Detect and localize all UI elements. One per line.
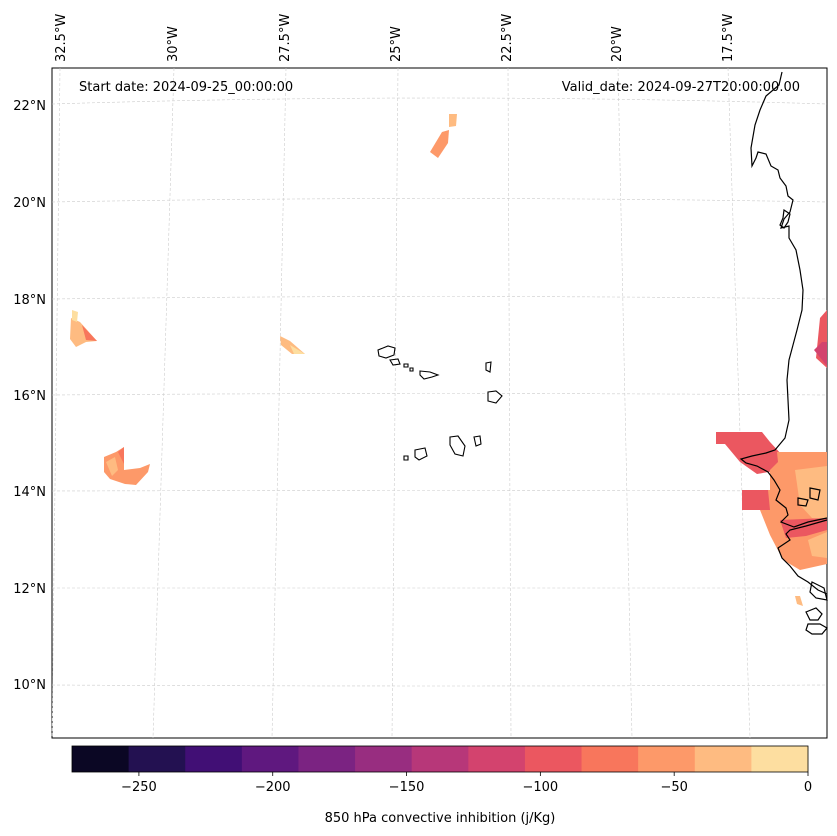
- field-patch: [290, 345, 305, 354]
- colorbar-segment: [355, 746, 413, 772]
- coastline: [739, 71, 828, 595]
- colorbar-segment: [751, 746, 809, 772]
- colorbar-segment: [298, 746, 356, 772]
- graticule: [51, 67, 828, 739]
- colorbar-segment: [581, 746, 639, 772]
- colorbar-segment: [694, 746, 752, 772]
- lon-label: 32.5°W: [54, 14, 69, 62]
- field-patch: [808, 532, 827, 558]
- field-patch: [742, 490, 770, 510]
- field-patch: [72, 310, 78, 322]
- colorbar-segment: [524, 746, 583, 772]
- colorbar-tick-label: −50: [660, 780, 687, 795]
- map-frame: [51, 67, 828, 739]
- colorbar-label: 850 hPa convective inhibition (j/Kg): [325, 811, 556, 826]
- field-patch: [430, 130, 449, 158]
- start-date-text: Start date: 2024-09-25_00:00:00: [79, 80, 293, 95]
- field-patch: [716, 432, 782, 474]
- lat-label: 14°N: [13, 485, 46, 500]
- colorbar-tick-label: −100: [523, 780, 559, 795]
- field-patch: [814, 342, 827, 366]
- colorbar-tick-label: −250: [121, 780, 157, 795]
- colorbar-segment: [411, 746, 469, 772]
- field-patch: [795, 466, 827, 520]
- longitude-labels: 32.5°W 30°W 27.5°W 25°W 22.5°W 20°W 17.5…: [54, 14, 736, 62]
- colorbar-segment: [185, 746, 243, 772]
- lon-label: 20°W: [610, 26, 625, 62]
- latitude-labels: 22°N 20°N 18°N 16°N 14°N 12°N 10°N: [13, 99, 46, 693]
- colorbar-segment: [468, 746, 526, 772]
- field-patch: [106, 457, 118, 476]
- field-patch: [104, 447, 150, 485]
- lon-label: 30°W: [166, 26, 181, 62]
- valid-date-text: Valid_date: 2024-09-27T20:00:00.00: [562, 80, 800, 95]
- colorbar-segment: [638, 746, 696, 772]
- cape-verde-islands: [377, 345, 503, 461]
- lon-label: 22.5°W: [500, 14, 515, 62]
- colorbar-tick-label: −150: [389, 780, 425, 795]
- lat-label: 10°N: [13, 678, 46, 693]
- lat-label: 18°N: [13, 293, 46, 308]
- lat-label: 12°N: [13, 582, 46, 597]
- colorbar-tick-label: −200: [255, 780, 291, 795]
- field-patch: [280, 336, 305, 354]
- lat-label: 20°N: [13, 196, 46, 211]
- colorbar-segment: [128, 746, 186, 772]
- colorbar-segment: [72, 746, 130, 772]
- colorbar-segment: [241, 746, 299, 772]
- field-patch: [449, 114, 457, 127]
- coastline-islands: [779, 208, 828, 635]
- lon-label: 17.5°W: [721, 14, 736, 62]
- lon-label: 27.5°W: [278, 14, 293, 62]
- lat-label: 16°N: [13, 389, 46, 404]
- lat-label: 22°N: [13, 99, 46, 114]
- field-patch: [82, 325, 97, 341]
- lon-label: 25°W: [389, 26, 404, 62]
- colorbar-ticks: −250 −200 −150 −100 −50 0: [121, 772, 812, 795]
- colorbar-tick-label: 0: [804, 780, 812, 795]
- field-patch: [795, 596, 803, 606]
- colorbar-frame: [71, 745, 809, 773]
- colorbar: [71, 745, 809, 773]
- field-patch: [118, 447, 124, 464]
